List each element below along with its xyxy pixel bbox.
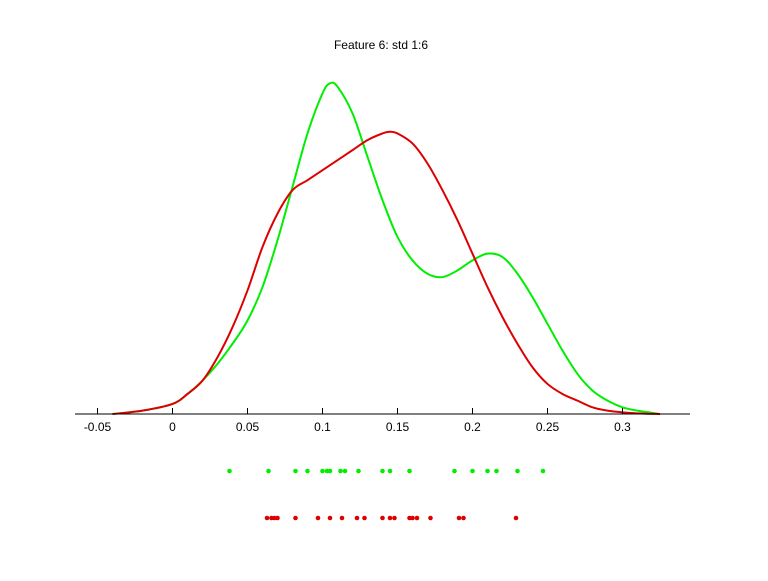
data-point-row-2 <box>387 515 393 521</box>
data-point-row-1 <box>338 468 343 474</box>
x-tick-label: 0.3 <box>614 420 631 434</box>
data-point-row-2 <box>275 515 280 521</box>
data-point-row-1 <box>380 468 385 474</box>
data-point-row-2 <box>354 515 360 521</box>
data-point-row-1 <box>540 468 546 474</box>
scatter-rows <box>227 468 546 521</box>
x-axis-ticks: -0.05 0 0.05 0.1 0.15 0.2 0.25 0.3 <box>84 408 631 434</box>
data-point-row-1 <box>327 468 333 474</box>
data-point-row-2 <box>362 515 367 521</box>
density-curve-2 <box>112 130 661 415</box>
data-point-row-1 <box>387 468 393 474</box>
data-point-row-2 <box>428 515 433 521</box>
density-curve-1 <box>112 81 661 415</box>
data-point-row-2 <box>392 515 397 521</box>
data-point-row-1 <box>342 468 348 474</box>
data-point-row-2 <box>327 515 333 521</box>
data-point-row-2 <box>456 515 462 521</box>
data-point-row-1 <box>470 468 475 474</box>
data-point-row-2 <box>414 515 420 521</box>
x-tick-label: 0.2 <box>464 420 481 434</box>
x-tick-label: 0.1 <box>314 420 331 434</box>
data-point-row-2 <box>264 515 270 521</box>
data-point-row-1 <box>293 468 298 474</box>
data-point-row-1 <box>407 468 412 474</box>
data-point-row-2 <box>293 515 298 521</box>
data-point-row-2 <box>315 515 321 521</box>
data-point-row-2 <box>380 515 385 521</box>
data-point-row-2 <box>513 515 519 521</box>
data-point-row-2 <box>339 515 345 521</box>
x-tick-label: 0.25 <box>536 420 560 434</box>
data-point-row-2 <box>410 515 415 521</box>
x-tick-label: 0 <box>169 420 176 434</box>
chart-title: Feature 6: std 1:6 <box>334 38 428 52</box>
data-point-row-1 <box>515 468 520 474</box>
x-tick-label: -0.05 <box>84 420 112 434</box>
data-point-row-1 <box>305 468 310 474</box>
data-point-row-2 <box>461 515 466 521</box>
data-point-row-1 <box>356 468 361 474</box>
data-point-row-1 <box>227 468 232 474</box>
data-point-row-1 <box>266 468 271 474</box>
data-point-row-1 <box>494 468 499 474</box>
data-point-row-1 <box>452 468 457 474</box>
data-point-row-1 <box>320 468 325 474</box>
x-tick-label: 0.15 <box>386 420 410 434</box>
x-tick-label: 0.05 <box>236 420 260 434</box>
curves-layer <box>112 81 661 415</box>
data-point-row-1 <box>485 468 490 474</box>
